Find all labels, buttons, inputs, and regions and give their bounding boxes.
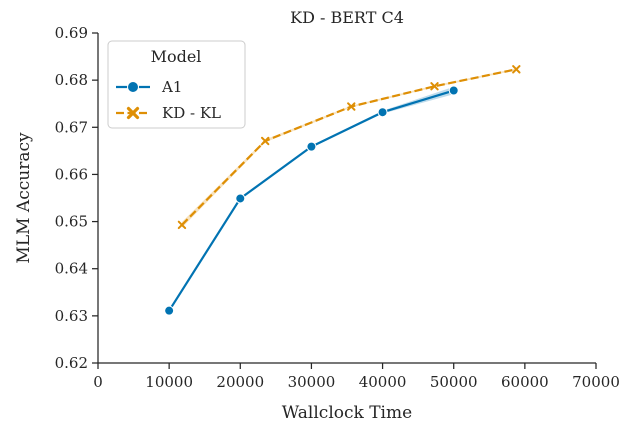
legend-frame [107,40,246,129]
x-axis-ticks: 0 10000 20000 30000 40000 50000 60000 70000 [93,363,620,391]
y-tick-label: 0.68 [55,71,88,89]
y-tick-label: 0.66 [55,165,88,183]
data-point [260,136,270,146]
series-layer [164,65,521,316]
y-tick-label: 0.63 [55,307,88,325]
x-tick-label: 20000 [216,373,264,391]
y-tick-label: 0.65 [55,213,88,231]
data-point [306,141,317,152]
y-tick-label: 0.67 [55,118,88,136]
legend-title: Model [151,47,202,66]
x-tick-label: 0 [93,373,103,391]
y-axis-ticks: 0.62 0.63 0.64 0.65 0.66 0.67 0.68 0.69 [55,24,98,372]
data-point [347,102,356,111]
legend: Model A1 KD - KL [107,40,246,129]
x-tick-label: 50000 [430,373,478,391]
y-tick-label: 0.62 [55,354,88,372]
x-tick-label: 40000 [359,373,407,391]
data-point [235,193,246,204]
x-tick-label: 70000 [572,373,620,391]
y-tick-label: 0.64 [55,260,88,278]
x-tick-label: 60000 [501,373,549,391]
y-tick-label: 0.69 [55,24,88,42]
legend-label: KD - KL [162,104,221,122]
legend-entries: A1 KD - KL [116,78,221,122]
legend-label: A1 [161,78,182,96]
series-1 [164,85,459,316]
legend-marker [127,81,139,93]
data-point [377,107,388,118]
legend-marker [126,106,140,120]
series-2 [177,65,521,230]
chart-title: KD - BERT C4 [290,8,404,27]
x-axis-label: Wallclock Time [282,403,412,423]
y-axis-label: MLM Accuracy [14,132,34,264]
data-point [164,305,175,316]
data-point [512,65,521,74]
data-point [448,85,459,96]
x-tick-label: 30000 [288,373,336,391]
data-point [430,82,439,91]
data-point [177,220,187,230]
x-tick-label: 10000 [145,373,193,391]
